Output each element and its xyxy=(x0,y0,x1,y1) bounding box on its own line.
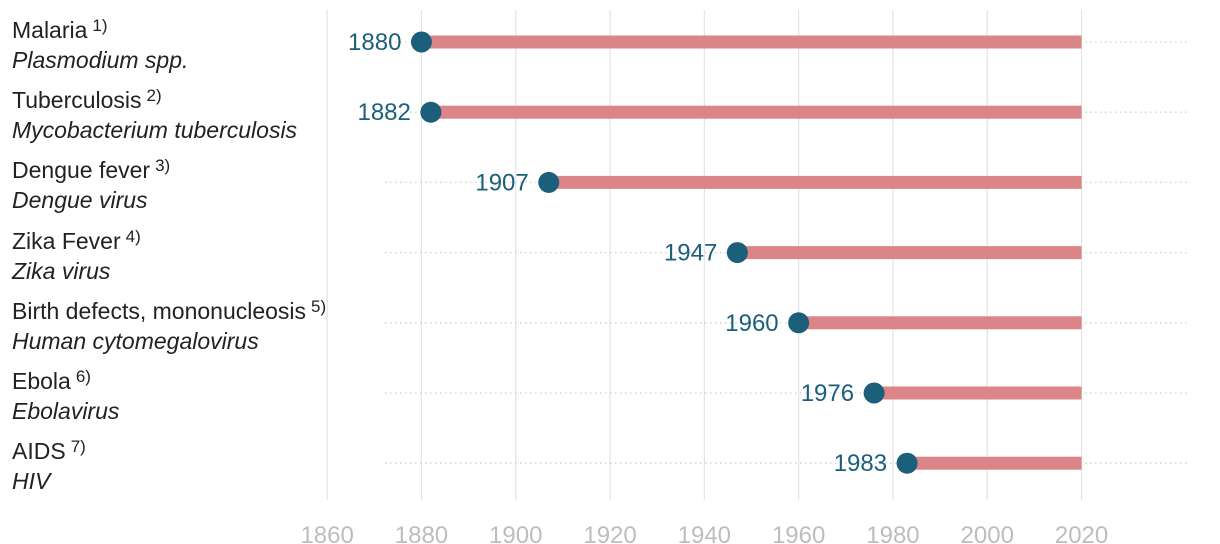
point xyxy=(538,171,560,193)
disease-name: Tuberculosis xyxy=(12,87,142,114)
bar xyxy=(421,35,1082,49)
year-labels: 1880 1882 1907 1947 1960 1976 1983 xyxy=(348,29,887,477)
point xyxy=(788,312,810,334)
disease-name-line: Zika Fever 4) xyxy=(12,222,141,256)
pathogen-name: Mycobacterium tuberculosis xyxy=(12,117,298,144)
bar xyxy=(798,316,1082,330)
x-tick-label: 1900 xyxy=(489,522,542,544)
bars xyxy=(421,35,1082,470)
point xyxy=(863,382,885,404)
year-label: 1882 xyxy=(357,99,410,126)
footnote-marker: 2) xyxy=(146,86,162,106)
year-label: 1983 xyxy=(834,450,887,477)
row-label: Tuberculosis 2) Mycobacterium tuberculosis xyxy=(12,81,297,145)
x-axis-ticks: 1860 1880 1900 1920 1940 1960 1980 2000 2020 xyxy=(300,522,1108,544)
year-label: 1960 xyxy=(725,310,778,337)
row-label: AIDS 7) HIV xyxy=(12,432,86,496)
disease-name-line: Ebola 6) xyxy=(12,362,119,396)
year-label: 1907 xyxy=(475,169,528,196)
disease-name-line: Malaria 1) xyxy=(12,11,188,45)
bar xyxy=(874,386,1082,400)
row-label: Dengue fever 3) Dengue virus xyxy=(12,151,170,215)
disease-name: AIDS xyxy=(12,438,66,465)
disease-name-line: AIDS 7) xyxy=(12,432,86,466)
disease-name: Malaria xyxy=(12,17,88,43)
pathogen-name: Ebolavirus xyxy=(12,398,120,424)
x-tick-label: 1880 xyxy=(395,522,448,544)
footnote-marker: 3) xyxy=(155,156,171,176)
year-label: 1947 xyxy=(664,240,717,267)
x-tick-label: 1940 xyxy=(678,522,731,544)
footnote-marker: 6) xyxy=(75,367,91,386)
point xyxy=(726,242,748,264)
disease-name: Ebola xyxy=(12,368,71,394)
x-tick-label: 2020 xyxy=(1055,522,1108,544)
disease-name: Dengue fever xyxy=(12,157,151,184)
bar xyxy=(548,175,1082,189)
point xyxy=(896,452,918,474)
x-tick-label: 1980 xyxy=(866,522,919,544)
point xyxy=(420,101,442,123)
year-label: 1880 xyxy=(348,29,401,56)
pathogen-name: Zika virus xyxy=(12,257,111,284)
footnote-marker: 5) xyxy=(311,296,327,316)
bar xyxy=(907,456,1082,470)
footnote-marker: 4) xyxy=(125,226,141,246)
footnote-marker: 1) xyxy=(92,16,108,35)
pathogen-name: Human cytomegalovirus xyxy=(12,327,259,354)
disease-name-line: Dengue fever 3) xyxy=(12,151,170,185)
pathogen-name: Dengue virus xyxy=(12,187,148,214)
row-label: Zika Fever 4) Zika virus xyxy=(12,222,141,286)
x-tick-label: 1960 xyxy=(772,522,825,544)
bar xyxy=(430,105,1082,119)
disease-name-line: Tuberculosis 2) xyxy=(12,81,297,115)
disease-name: Birth defects, mononucleosis xyxy=(12,297,307,324)
disease-name-line: Birth defects, mononucleosis 5) xyxy=(12,292,326,326)
year-label: 1976 xyxy=(801,380,854,407)
pathogen-name: Plasmodium spp. xyxy=(12,47,189,73)
pathogen-name: HIV xyxy=(12,468,51,495)
disease-name: Zika Fever xyxy=(12,227,121,254)
x-tick-label: 1920 xyxy=(583,522,636,544)
row-label: Birth defects, mononucleosis 5) Human cyto… xyxy=(12,292,326,356)
x-tick-label: 1860 xyxy=(300,522,353,544)
bar xyxy=(737,246,1082,260)
row-label: Malaria 1) Plasmodium spp. xyxy=(12,11,188,75)
row-label: Ebola 6) Ebolavirus xyxy=(12,362,119,426)
x-tick-label: 2000 xyxy=(961,522,1014,544)
point xyxy=(410,31,432,53)
points xyxy=(410,31,918,474)
footnote-marker: 7) xyxy=(70,437,86,457)
